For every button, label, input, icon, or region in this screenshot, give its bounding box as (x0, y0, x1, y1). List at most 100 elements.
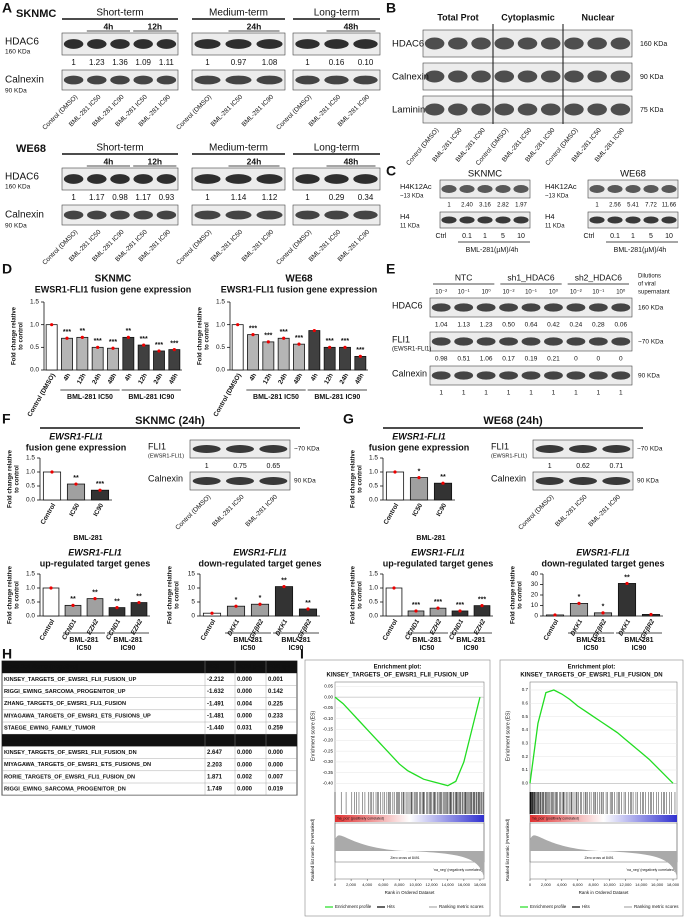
x-tick-label: 48h (354, 372, 366, 385)
label: Calnexin (148, 473, 183, 483)
cell: 0.000 (237, 762, 253, 768)
x-tick-label: Control (383, 502, 401, 526)
label: HDAC6 (392, 300, 423, 310)
mean-dot (98, 488, 102, 492)
group-label: BML-281 (456, 637, 485, 644)
label: WE68 (620, 169, 646, 180)
cell: 0.142 (268, 689, 284, 695)
mean-dot (480, 604, 484, 608)
label: H4K12Ac (545, 182, 577, 191)
band (353, 39, 378, 49)
label: 1 (483, 233, 487, 240)
band (156, 75, 177, 85)
y-tick-label: 0.5 (369, 483, 378, 490)
band (569, 477, 597, 485)
label: (EWSR1-FLI1) (392, 347, 431, 353)
significance: *** (140, 336, 148, 343)
mean-dot (358, 354, 362, 358)
y-tick-label: 0.05 (324, 684, 333, 689)
band (324, 174, 349, 184)
y-tick-label: 0.00 (324, 694, 333, 699)
ranked-gradient (530, 815, 677, 822)
label: 3.16 (479, 203, 491, 209)
x-tick-label: Control (DMSO) (26, 372, 56, 418)
significance: *** (63, 329, 71, 336)
x-tick-label: 24h (91, 372, 103, 385)
label: 0.42 (547, 322, 560, 329)
x-tick-label: 18,000 (474, 882, 487, 887)
band (494, 37, 515, 50)
band (602, 445, 631, 453)
band (471, 70, 491, 83)
cell: 0.000 (237, 787, 253, 793)
band (499, 337, 518, 346)
label: EWSR1-FLI1 (411, 547, 465, 557)
mean-dot (96, 345, 100, 349)
mean-dot (601, 611, 605, 615)
band (424, 37, 445, 50)
band (133, 75, 153, 85)
label: 0.29 (329, 193, 345, 202)
label: 'na_pos' (positively correlated) (337, 816, 384, 820)
label: 0.98 (112, 193, 128, 202)
bar (61, 337, 73, 371)
significance: *** (412, 602, 420, 609)
y-tick-label: 0.4 (522, 727, 529, 732)
y-tick-label: -0.40 (323, 781, 334, 786)
significance: *** (280, 329, 288, 336)
band (110, 210, 130, 220)
cell: 0.007 (268, 774, 284, 780)
bar (262, 341, 275, 371)
label: sh1_HDAC6 (507, 272, 555, 282)
band (63, 75, 84, 85)
band (513, 185, 529, 193)
mean-dot (343, 345, 347, 349)
y-tick-label: 1.5 (26, 455, 35, 462)
band (441, 185, 457, 193)
label: 2.40 (461, 203, 473, 209)
mean-dot (266, 340, 270, 344)
label: Ctrl (436, 233, 447, 240)
band (194, 174, 221, 184)
label: 11 KDa (545, 224, 565, 230)
y-tick-label: 0.0 (369, 497, 378, 504)
band (431, 371, 451, 380)
plot-frame (499, 659, 684, 917)
significance: * (578, 594, 581, 601)
significance: *** (249, 325, 257, 332)
label: Ctrl (584, 233, 595, 240)
band (587, 70, 607, 83)
label: to control (15, 465, 21, 493)
group-label: BML-281 (412, 637, 441, 644)
cell: 0.019 (268, 787, 284, 793)
group-label: BML-281 IC90 (314, 394, 360, 401)
y-tick-label: 0 (191, 613, 195, 620)
cell: 0.259 (268, 726, 284, 732)
group-label: BML-281 IC90 (128, 394, 174, 401)
label: 160 KDa (5, 49, 31, 56)
significance: *** (264, 333, 272, 340)
panel-letter: A (2, 0, 12, 16)
label: 1.12 (262, 193, 278, 202)
label: 1.97 (515, 203, 527, 209)
band (192, 445, 221, 453)
label: Cytoplasmic (501, 12, 555, 22)
label: 10⁰ (616, 289, 626, 296)
label: 90 KDa (638, 373, 660, 380)
band (156, 39, 177, 49)
y-tick-label: 0.5 (26, 483, 35, 490)
label: (EWSR1-FLI1) (148, 453, 184, 459)
label: 0.93 (159, 193, 175, 202)
significance: *** (326, 338, 334, 345)
x-tick-label: IC50 (411, 502, 424, 518)
label: 5.41 (627, 203, 639, 209)
label: 11 KDa (400, 224, 420, 230)
band (607, 185, 623, 193)
mean-dot (137, 600, 141, 605)
label: ~13 KDa (545, 194, 569, 200)
label: Enrichment plot: (374, 665, 422, 671)
bar (107, 347, 119, 371)
y-tick-label: 0.3 (522, 741, 529, 746)
label: 1 (552, 390, 556, 397)
bar (130, 602, 148, 617)
